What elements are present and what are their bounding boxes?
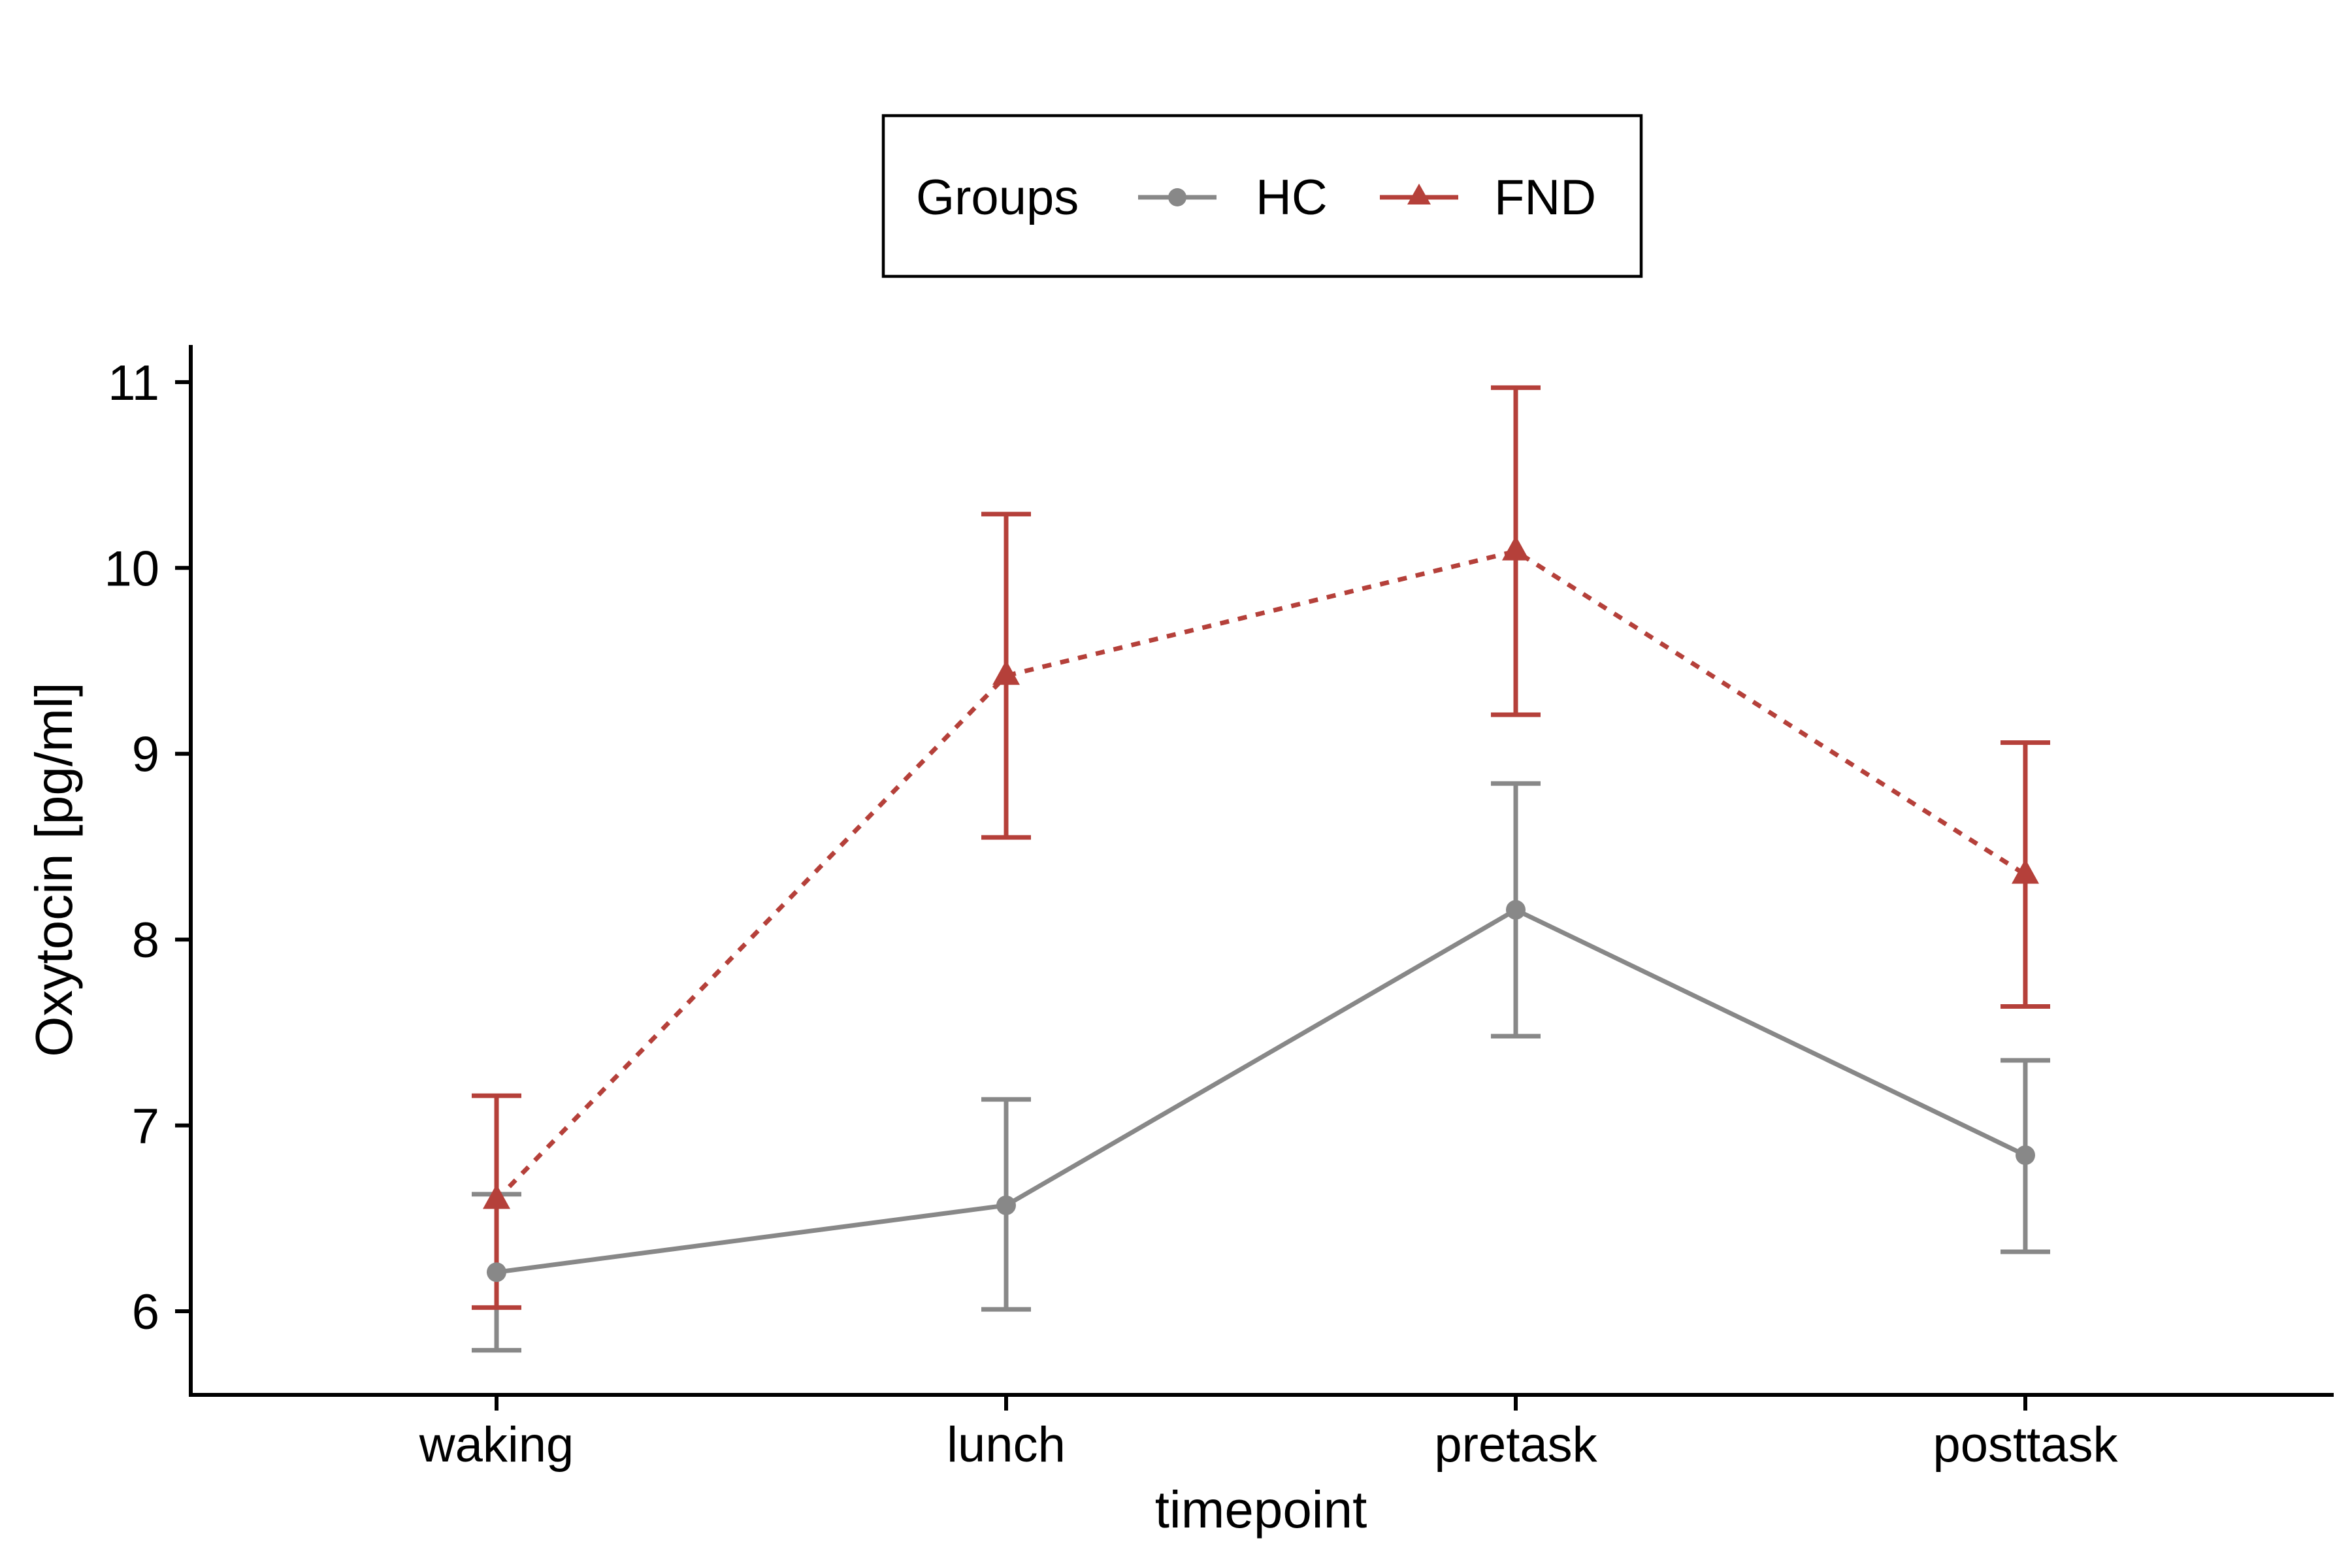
y-axis-ticks: 6 7 8 9 10 11 (104, 355, 191, 1340)
y-tick-label: 7 (132, 1099, 159, 1154)
series-line-fnd (495, 549, 2027, 1201)
legend-title: Groups (916, 170, 1079, 225)
series-line-hc (496, 907, 2027, 1275)
data-point-hc (2016, 1145, 2035, 1166)
legend-key-hc-marker (1168, 188, 1186, 206)
data-point-fnd (2012, 858, 2039, 884)
data-point-fnd (1502, 535, 1529, 561)
data-point-hc (996, 1195, 1016, 1215)
legend-key-fnd (1380, 184, 1458, 204)
x-tick-label: lunch (947, 1417, 1066, 1473)
legend-label-hc: HC (1256, 170, 1328, 225)
y-tick-label: 10 (104, 541, 159, 596)
legend-label-fnd: FND (1494, 170, 1596, 225)
y-tick-label: 8 (132, 913, 159, 968)
x-tick-label: pretask (1434, 1417, 1597, 1473)
y-tick-label: 9 (132, 727, 159, 783)
x-axis-title: timepoint (1155, 1480, 1367, 1539)
y-tick-label: 11 (108, 355, 159, 411)
data-point-hc (487, 1262, 506, 1282)
legend-box (881, 114, 1643, 278)
legend: Groups HC FND (881, 114, 1643, 278)
y-axis-title: Oxytocin [pg/ml] (25, 682, 83, 1057)
x-tick-label: posttask (1933, 1417, 2118, 1473)
x-tick-label: waking (419, 1417, 574, 1473)
legend-key-fnd-marker (1407, 184, 1431, 204)
data-point-fnd (992, 660, 1020, 685)
data-point-hc (1506, 900, 1526, 920)
plot-area (472, 385, 2050, 1353)
data-point-fnd (483, 1184, 510, 1209)
legend-key-hc (1138, 188, 1217, 206)
x-axis-ticks: waking lunch pretask posttask (419, 1395, 2119, 1473)
y-tick-label: 6 (132, 1284, 159, 1340)
